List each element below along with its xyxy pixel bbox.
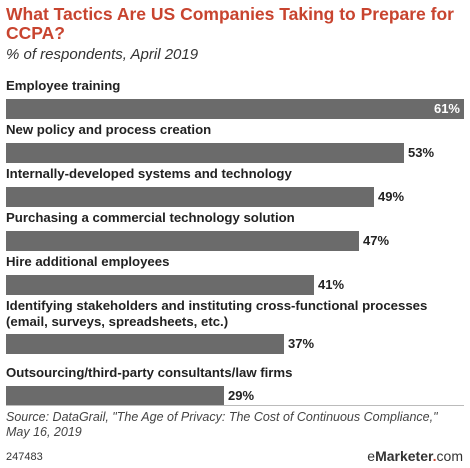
- value-label: 49%: [378, 188, 405, 204]
- category-label: New policy and process creation: [6, 122, 212, 137]
- chart-id: 247483: [6, 451, 43, 463]
- value-label: 29%: [228, 387, 255, 403]
- emarketer-logo: eMarketer.com: [367, 448, 463, 464]
- value-label: 61%: [433, 100, 460, 116]
- bar: [6, 230, 359, 251]
- bar: [6, 186, 374, 207]
- category-label: Employee training: [6, 78, 121, 93]
- value-label: 47%: [363, 232, 390, 248]
- value-label: 41%: [318, 276, 345, 292]
- chart-subtitle: % of respondents, April 2019: [6, 46, 199, 63]
- category-label: Identifying stakeholders and instituting…: [6, 298, 428, 329]
- value-label: 37%: [288, 336, 315, 351]
- bar-chart: Employee training 61% New policy and proce…: [0, 78, 470, 406]
- category-label: Hire additional employees: [6, 254, 170, 269]
- category-label: Internally-developed systems and technol…: [6, 166, 292, 181]
- source-note: Source: DataGrail, "The Age of Privacy: …: [6, 410, 438, 439]
- value-label: 53%: [408, 144, 435, 160]
- chart-title: What Tactics Are US Companies Taking to …: [6, 4, 454, 43]
- category-label: Purchasing a commercial technology solut…: [6, 210, 295, 225]
- bar: [6, 98, 464, 119]
- bar: [6, 334, 284, 354]
- footer-divider: [6, 405, 464, 406]
- bar: [6, 142, 404, 163]
- category-label: Outsourcing/third-party consultants/law …: [6, 365, 293, 380]
- bar: [6, 385, 224, 406]
- bar: [6, 274, 314, 295]
